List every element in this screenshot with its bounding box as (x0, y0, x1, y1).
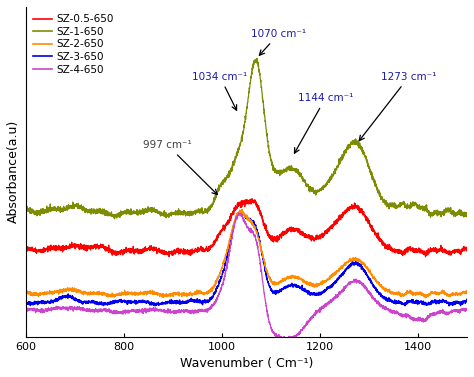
SZ-4-650 (192, 310, 198, 314)
SZ-2-650 (99, 291, 105, 296)
Text: 1070 cm⁻¹: 1070 cm⁻¹ (251, 29, 306, 55)
Line: SZ-3-650: SZ-3-650 (26, 211, 467, 306)
SZ-3-650 (456, 299, 462, 304)
SZ-0.5-650 (23, 244, 28, 248)
SZ-4-650 (211, 301, 217, 305)
Text: 1034 cm⁻¹: 1034 cm⁻¹ (192, 72, 247, 110)
SZ-2-650 (422, 296, 428, 300)
SZ-3-650 (237, 209, 243, 213)
SZ-3-650 (73, 298, 79, 302)
SZ-0.5-650 (423, 254, 428, 259)
SZ-1-650 (112, 216, 118, 221)
SZ-4-650 (236, 211, 241, 215)
SZ-1-650 (456, 212, 462, 216)
SZ-0.5-650 (464, 248, 470, 253)
SZ-1-650 (254, 56, 260, 61)
Line: SZ-2-650: SZ-2-650 (26, 209, 467, 298)
SZ-0.5-650 (192, 249, 198, 254)
SZ-0.5-650 (249, 196, 255, 201)
SZ-3-650 (464, 300, 470, 305)
X-axis label: Wavenumber ( Cm⁻¹): Wavenumber ( Cm⁻¹) (180, 357, 313, 370)
Line: SZ-4-650: SZ-4-650 (26, 213, 467, 340)
SZ-3-650 (408, 299, 414, 303)
SZ-1-650 (99, 209, 105, 213)
SZ-4-650 (286, 338, 292, 343)
Line: SZ-0.5-650: SZ-0.5-650 (26, 199, 467, 257)
SZ-4-650 (464, 308, 470, 313)
Line: SZ-1-650: SZ-1-650 (26, 58, 467, 219)
SZ-3-650 (99, 302, 105, 306)
SZ-3-650 (446, 304, 452, 308)
SZ-0.5-650 (73, 244, 79, 248)
SZ-1-650 (408, 204, 414, 209)
SZ-1-650 (211, 195, 217, 200)
SZ-1-650 (23, 208, 28, 212)
SZ-0.5-650 (456, 249, 462, 253)
SZ-4-650 (456, 310, 462, 314)
SZ-0.5-650 (99, 242, 105, 247)
SZ-3-650 (23, 300, 28, 305)
SZ-2-650 (464, 290, 470, 295)
SZ-2-650 (211, 285, 217, 289)
SZ-2-650 (192, 291, 198, 296)
SZ-4-650 (408, 317, 414, 321)
SZ-3-650 (211, 293, 217, 297)
SZ-0.5-650 (408, 249, 414, 253)
Text: 997 cm⁻¹: 997 cm⁻¹ (143, 140, 217, 195)
SZ-2-650 (456, 292, 462, 296)
SZ-3-650 (192, 297, 198, 302)
SZ-2-650 (23, 288, 28, 293)
SZ-2-650 (73, 287, 79, 291)
SZ-2-650 (408, 291, 414, 295)
Text: 1273 cm⁻¹: 1273 cm⁻¹ (359, 72, 437, 141)
SZ-4-650 (73, 306, 79, 310)
SZ-1-650 (464, 211, 470, 215)
Y-axis label: Absorbance(a.u): Absorbance(a.u) (7, 120, 20, 224)
Legend: SZ-0.5-650, SZ-1-650, SZ-2-650, SZ-3-650, SZ-4-650: SZ-0.5-650, SZ-1-650, SZ-2-650, SZ-3-650… (31, 12, 116, 77)
SZ-2-650 (239, 207, 245, 211)
SZ-4-650 (23, 307, 28, 312)
SZ-4-650 (99, 308, 105, 312)
SZ-0.5-650 (211, 240, 217, 245)
SZ-1-650 (192, 208, 198, 213)
SZ-1-650 (73, 203, 79, 207)
Text: 1144 cm⁻¹: 1144 cm⁻¹ (294, 93, 353, 153)
